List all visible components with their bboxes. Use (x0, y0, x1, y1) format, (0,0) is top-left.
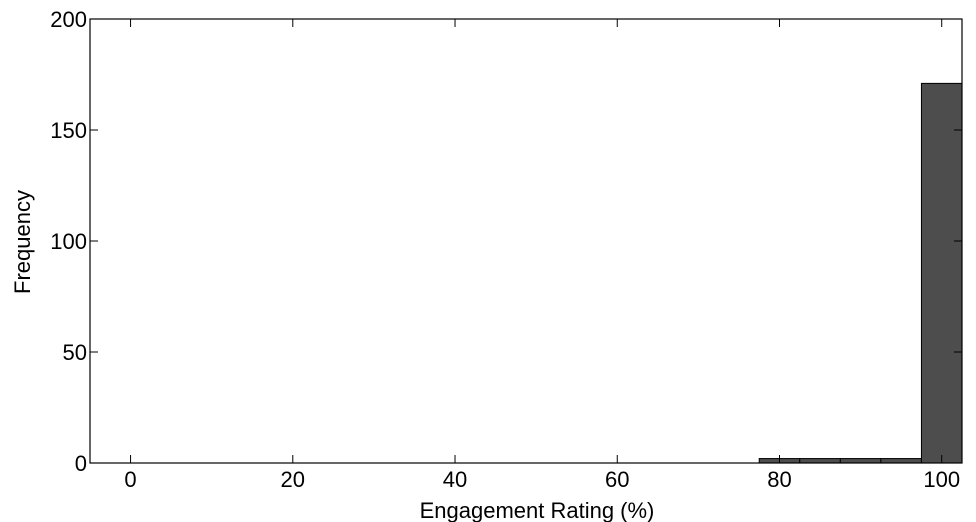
histogram-bar (920, 82, 963, 464)
x-tick-label: 80 (767, 467, 791, 492)
bars-group (758, 82, 963, 464)
ticks-group: 0 20 40 60 80 100 0 50 100 150 200 (50, 7, 962, 492)
y-tick-label: 150 (50, 118, 87, 143)
histogram-bar (880, 458, 922, 464)
x-tick-label: 0 (124, 467, 136, 492)
y-axis-label: Frequency (10, 190, 35, 294)
y-tick-label: 200 (50, 7, 87, 32)
x-tick-label: 40 (443, 467, 467, 492)
plot-frame (89, 18, 963, 464)
histogram-bar (839, 458, 882, 464)
y-tick-label: 100 (50, 229, 87, 254)
x-tick-label: 100 (923, 467, 960, 492)
x-axis-label: Engagement Rating (%) (420, 498, 655, 522)
x-tick-label: 60 (605, 467, 629, 492)
y-tick-label: 50 (63, 340, 87, 365)
histogram-bar (799, 458, 841, 464)
x-tick-label: 20 (281, 467, 305, 492)
y-tick-label: 0 (75, 451, 87, 476)
